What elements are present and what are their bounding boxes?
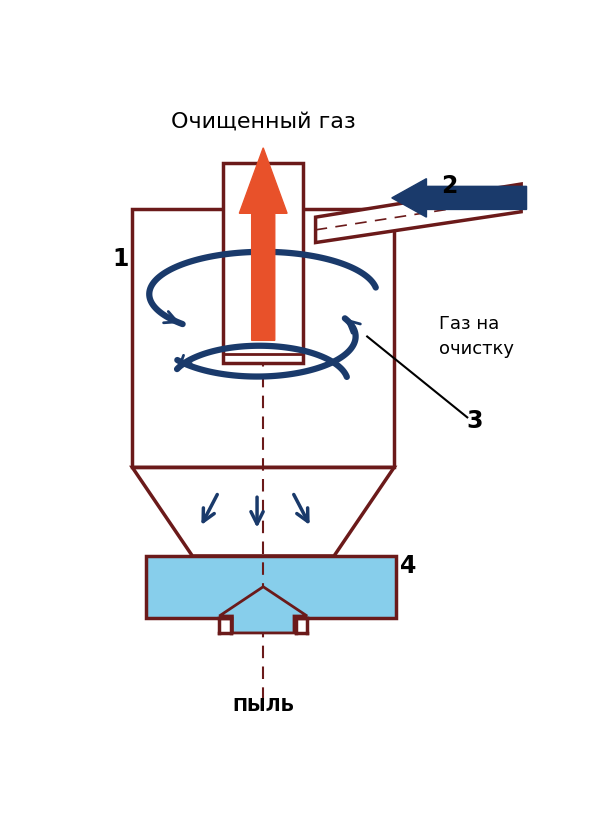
FancyArrow shape [220, 587, 307, 633]
FancyArrow shape [239, 148, 287, 341]
Text: ПЫЛЬ: ПЫЛЬ [232, 697, 295, 715]
Text: 3: 3 [467, 409, 483, 434]
FancyArrow shape [392, 178, 526, 217]
Text: 2: 2 [442, 174, 458, 198]
Text: Очищенный газ: Очищенный газ [171, 112, 355, 132]
Polygon shape [315, 184, 521, 243]
Text: 1: 1 [113, 248, 129, 271]
Text: 4: 4 [400, 554, 416, 578]
Polygon shape [146, 556, 395, 618]
Polygon shape [223, 163, 303, 363]
Text: Газ на
очистку: Газ на очистку [438, 315, 514, 358]
